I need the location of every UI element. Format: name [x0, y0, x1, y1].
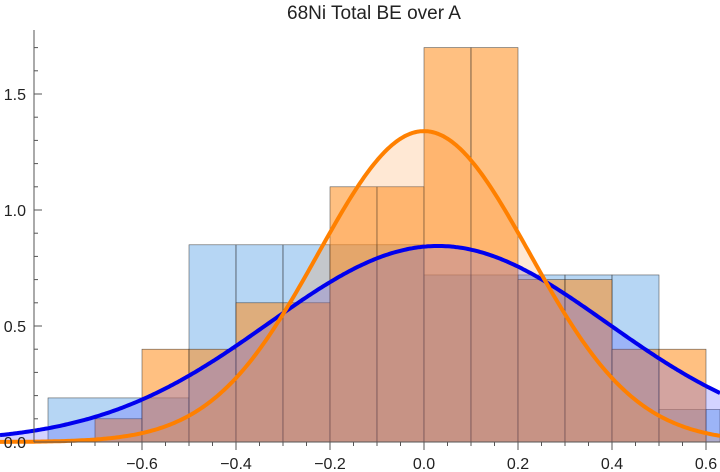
x-tick-label: 0.6: [695, 456, 717, 472]
x-tick-label: 0.0: [413, 456, 435, 472]
x-tick-label: −0.6: [126, 456, 158, 472]
histogram-bar: [564, 279, 613, 443]
y-tick-label: 0.5: [4, 319, 26, 336]
fit-area-2: [0, 131, 720, 442]
axes: 0.0 0.5 1.0 1.5 −0.6 −0.4 −0.2 0.0 0.2 0.4 0.6: [4, 30, 720, 472]
histogram-bar: [282, 302, 331, 443]
fit-area-1: [0, 246, 720, 442]
fit-line-1: [0, 244, 720, 438]
histogram-bar: [376, 186, 425, 443]
fit-curves: [0, 129, 720, 444]
x-tick-label: 0.2: [507, 456, 529, 472]
x-tick-label: −0.2: [314, 456, 346, 472]
fit-line-2: [0, 129, 720, 444]
y-tick-label: 1.0: [4, 203, 26, 220]
histogram-bar: [517, 279, 566, 443]
y-tick-label: 1.5: [4, 87, 26, 104]
histogram-bars: [47, 47, 720, 443]
y-tick-label: 0.0: [4, 435, 26, 452]
chart-title: 68Ni Total BE over A: [287, 3, 461, 24]
histogram-bar: [470, 47, 519, 443]
x-tick-label: 0.4: [601, 456, 623, 472]
histogram-series-2: [94, 47, 707, 443]
x-tick-label: −0.4: [220, 456, 252, 472]
histogram-bar: [188, 348, 237, 443]
